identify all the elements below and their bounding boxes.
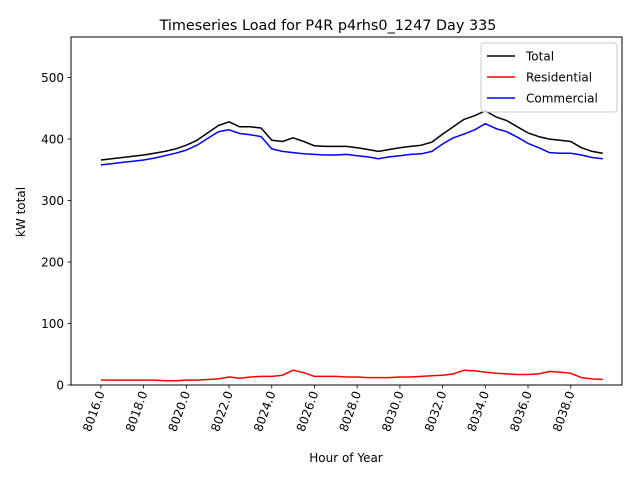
legend-box xyxy=(480,42,618,113)
plot-frame xyxy=(70,36,623,386)
y-tick-label: 300 xyxy=(41,194,64,208)
series-line-commercial xyxy=(100,122,603,166)
y-tick-label: 400 xyxy=(41,133,64,147)
series-line-total xyxy=(100,110,603,161)
series-line-residential xyxy=(100,369,603,382)
y-axis: 0 100 200 300 400 500 xyxy=(41,71,71,393)
legend-label-total: Total xyxy=(525,50,554,64)
chart-title: Timeseries Load for P4R p4rhs0_1247 Day … xyxy=(159,18,497,34)
x-axis-label: Hour of Year xyxy=(309,451,383,465)
plot-area xyxy=(70,36,623,386)
y-axis-label: kW total xyxy=(14,187,28,237)
legend-label-commercial: Commercial xyxy=(526,92,598,106)
y-tick-label: 100 xyxy=(41,317,64,331)
y-tick-label: 500 xyxy=(41,71,64,85)
y-tick-label: 200 xyxy=(41,256,64,270)
legend-label-residential: Residential xyxy=(526,71,592,85)
y-tick-label: 0 xyxy=(56,379,64,393)
legend: Total Residential Commercial xyxy=(480,42,618,113)
